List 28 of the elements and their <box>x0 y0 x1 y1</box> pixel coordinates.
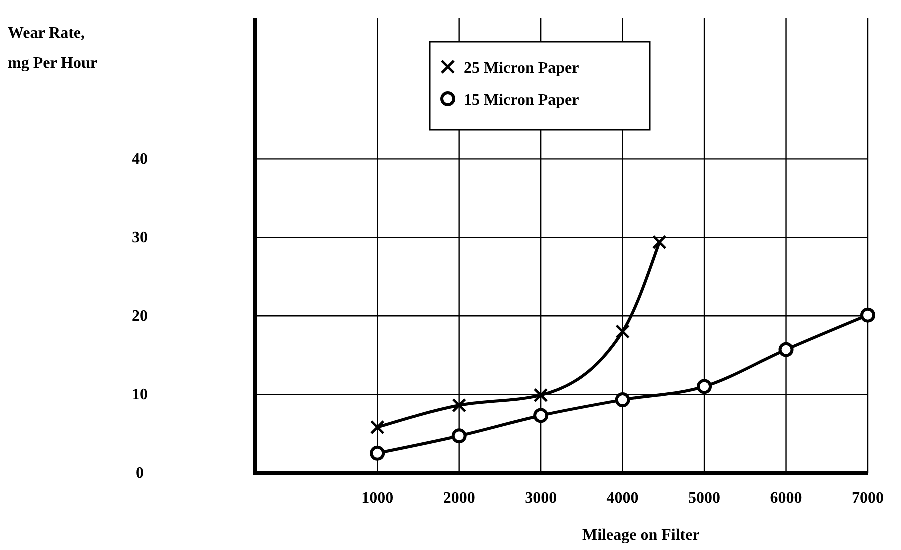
point <box>534 408 549 424</box>
point <box>697 379 712 394</box>
x-tick-label: 5000 <box>688 490 721 507</box>
point <box>534 388 548 403</box>
x-tick-label: 4000 <box>606 490 639 507</box>
x-tick-label: 1000 <box>362 490 394 507</box>
x-tick-label: 6000 <box>770 490 802 507</box>
y-tick-label: 40 <box>132 151 148 168</box>
y-tick-label: 30 <box>132 230 148 247</box>
y-tick-label: 10 <box>132 386 148 404</box>
point <box>778 342 794 358</box>
point <box>452 398 467 413</box>
point <box>370 446 386 461</box>
x-tick-label: 7000 <box>852 490 884 507</box>
point <box>652 235 667 250</box>
point <box>370 420 385 435</box>
x-axis-title: Mileage on Filter <box>582 527 700 544</box>
point <box>860 308 876 323</box>
x-tick-label: 2000 <box>443 490 476 507</box>
legend-label: 15 Micron Paper <box>464 92 580 109</box>
point <box>615 392 630 408</box>
legend-label: 25 Micron Paper <box>464 60 580 77</box>
y-tick-label: 0 <box>136 465 144 482</box>
y-axis-title: Wear Rate, mg Per Hour <box>8 25 98 72</box>
point <box>616 324 630 340</box>
y-tick-label: 20 <box>132 308 148 326</box>
x-tick-label: 3000 <box>525 490 558 507</box>
point <box>452 428 467 444</box>
